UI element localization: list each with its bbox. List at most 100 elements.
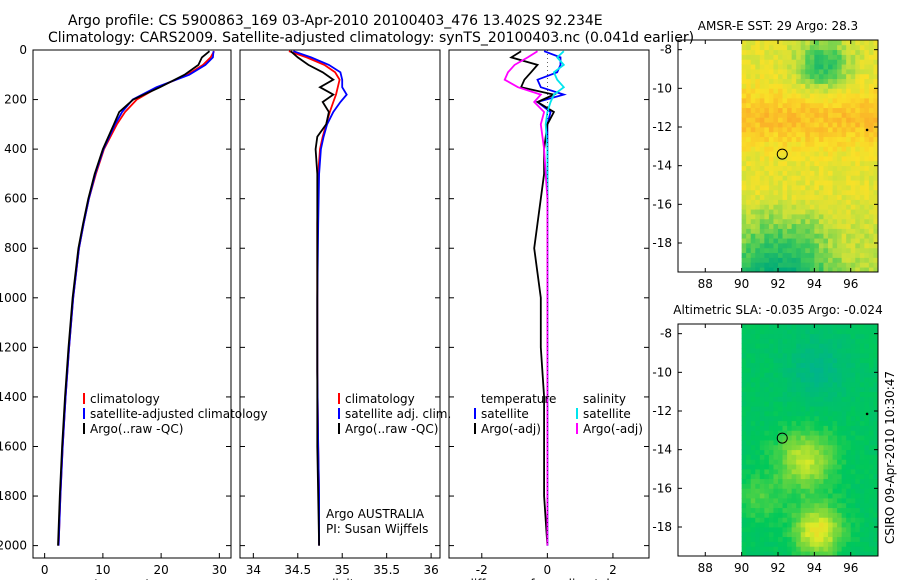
legend-temperature-header: temperature bbox=[481, 392, 556, 406]
grid-cell bbox=[837, 252, 843, 258]
grid-cell bbox=[778, 464, 783, 470]
y-tick-label: -14 bbox=[652, 443, 672, 457]
grid-cell bbox=[746, 59, 752, 65]
grid-cell bbox=[841, 357, 847, 364]
grid-cell bbox=[859, 141, 865, 147]
grid-cell bbox=[787, 165, 793, 171]
grid-cell bbox=[837, 541, 843, 547]
grid-cell bbox=[768, 170, 774, 176]
grid-cell bbox=[873, 527, 879, 533]
grid-cell bbox=[832, 194, 838, 200]
grid-cell bbox=[796, 348, 802, 354]
grid-cell bbox=[868, 473, 874, 480]
grid-cell bbox=[773, 228, 779, 234]
grid-cell bbox=[796, 444, 802, 451]
grid-cell bbox=[850, 522, 856, 528]
y-tick-label: -8 bbox=[660, 43, 672, 57]
grid-cell bbox=[791, 522, 797, 528]
grid-cell bbox=[850, 493, 856, 499]
grid-cell bbox=[787, 324, 793, 330]
grid-cell bbox=[823, 386, 829, 393]
grid-cell bbox=[782, 252, 788, 258]
grid-cell bbox=[755, 54, 761, 60]
grid-cell bbox=[787, 175, 793, 181]
grid-cell bbox=[832, 247, 838, 254]
grid-cell bbox=[805, 141, 811, 147]
map-grid-cells bbox=[741, 40, 879, 273]
grid-cell bbox=[741, 502, 747, 509]
grid-cell bbox=[859, 40, 865, 46]
grid-cell bbox=[764, 478, 770, 484]
grid-cell bbox=[768, 391, 774, 397]
grid-cell bbox=[805, 189, 811, 196]
grid-cell bbox=[818, 83, 824, 89]
grid-cell bbox=[841, 199, 847, 205]
grid-cell bbox=[859, 343, 865, 349]
grid-cell bbox=[837, 54, 843, 60]
grid-cell bbox=[814, 386, 820, 393]
grid-cell bbox=[855, 469, 861, 475]
grid-cell bbox=[750, 59, 756, 65]
grid-cell bbox=[828, 401, 833, 407]
grid-cell bbox=[841, 136, 847, 142]
grid-cell bbox=[859, 165, 865, 171]
grid-cell bbox=[814, 267, 820, 273]
grid-cell bbox=[873, 396, 879, 402]
grid-cell bbox=[868, 262, 874, 268]
grid-cell bbox=[846, 88, 852, 94]
grid-cell bbox=[850, 343, 856, 349]
grid-cell bbox=[814, 93, 820, 99]
grid-cell bbox=[841, 502, 847, 509]
grid-cell bbox=[741, 420, 747, 426]
grid-cell bbox=[805, 136, 811, 142]
grid-cell bbox=[837, 478, 843, 484]
grid-cell bbox=[868, 386, 874, 393]
grid-cell bbox=[868, 156, 874, 162]
grid-cell bbox=[755, 372, 761, 378]
grid-cell bbox=[864, 209, 870, 215]
grid-cell bbox=[778, 122, 783, 128]
grid-cell bbox=[778, 44, 783, 51]
grid-cell bbox=[768, 185, 774, 191]
grid-cell bbox=[850, 180, 856, 186]
grid-cell bbox=[764, 367, 770, 373]
grid-cell bbox=[805, 151, 811, 157]
grid-cell bbox=[809, 430, 815, 436]
grid-cell bbox=[750, 333, 756, 339]
grid-cell bbox=[809, 262, 815, 268]
grid-cell bbox=[832, 69, 838, 75]
grid-cell bbox=[768, 218, 774, 225]
grid-cell bbox=[850, 483, 856, 489]
grid-cell bbox=[778, 49, 783, 55]
grid-cell bbox=[832, 512, 838, 518]
grid-cell bbox=[868, 170, 874, 176]
grid-cell bbox=[764, 93, 770, 99]
grid-cell bbox=[796, 83, 802, 89]
grid-cell bbox=[741, 357, 747, 364]
grid-cell bbox=[864, 343, 870, 349]
grid-cell bbox=[814, 391, 820, 397]
grid-cell bbox=[773, 507, 779, 513]
grid-cell bbox=[796, 117, 802, 123]
grid-cell bbox=[782, 522, 788, 528]
grid-cell bbox=[746, 209, 752, 215]
grid-cell bbox=[823, 156, 829, 162]
grid-cell bbox=[800, 204, 806, 210]
grid-cell bbox=[796, 267, 802, 273]
grid-cell bbox=[755, 204, 761, 210]
grid-cell bbox=[782, 44, 788, 51]
grid-cell bbox=[828, 131, 833, 138]
grid-cell bbox=[823, 49, 829, 55]
grid-cell bbox=[864, 444, 870, 451]
grid-cell bbox=[841, 112, 847, 118]
grid-cell bbox=[787, 59, 793, 65]
grid-cell bbox=[855, 536, 861, 542]
grid-cell bbox=[778, 243, 783, 249]
grid-cell bbox=[823, 160, 829, 167]
grid-cell bbox=[805, 498, 811, 504]
grid-cell bbox=[750, 411, 756, 417]
grid-cell bbox=[859, 483, 865, 489]
grid-cell bbox=[787, 257, 793, 263]
grid-cell bbox=[778, 425, 783, 431]
grid-cell bbox=[759, 214, 765, 220]
